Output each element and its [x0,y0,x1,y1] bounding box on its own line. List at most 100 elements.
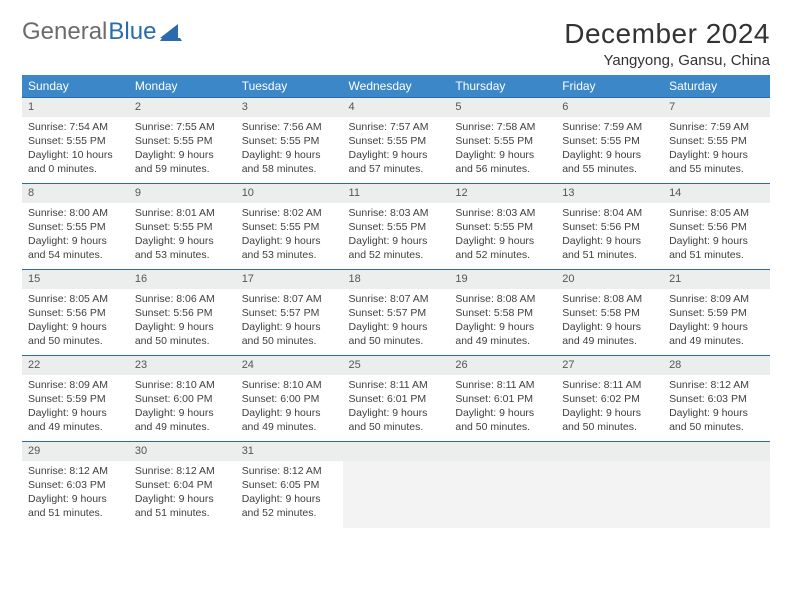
sunrise-text: Sunrise: 8:02 AM [242,206,337,220]
day-number: 28 [663,356,770,375]
daylight-text: Daylight: 9 hours and 49 minutes. [242,406,337,434]
day-cell: 21Sunrise: 8:09 AMSunset: 5:59 PMDayligh… [663,270,770,356]
daylight-text: Daylight: 9 hours and 58 minutes. [242,148,337,176]
day-cell: 11Sunrise: 8:03 AMSunset: 5:55 PMDayligh… [343,184,450,270]
day-number: 12 [449,184,556,203]
day-body: Sunrise: 8:03 AMSunset: 5:55 PMDaylight:… [343,203,450,267]
sunset-text: Sunset: 5:59 PM [28,392,123,406]
sunset-text: Sunset: 6:00 PM [135,392,230,406]
day-cell: 29Sunrise: 8:12 AMSunset: 6:03 PMDayligh… [22,442,129,528]
sunrise-text: Sunrise: 8:12 AM [135,464,230,478]
day-number: 5 [449,98,556,117]
sunrise-text: Sunrise: 8:11 AM [455,378,550,392]
day-cell: 5Sunrise: 7:58 AMSunset: 5:55 PMDaylight… [449,98,556,184]
day-body: Sunrise: 8:05 AMSunset: 5:56 PMDaylight:… [663,203,770,267]
sunrise-text: Sunrise: 8:03 AM [349,206,444,220]
sunset-text: Sunset: 6:03 PM [28,478,123,492]
sunrise-text: Sunrise: 8:12 AM [669,378,764,392]
week-row: 1 Sunrise: 7:54 AM Sunset: 5:55 PM Daylight… [22,98,770,184]
sunrise-text: Sunrise: 8:05 AM [28,292,123,306]
day-cell: 30Sunrise: 8:12 AMSunset: 6:04 PMDayligh… [129,442,236,528]
sunrise-text: Sunrise: 7:54 AM [28,120,123,134]
daylight-text: Daylight: 9 hours and 52 minutes. [349,234,444,262]
sunrise-text: Sunrise: 8:06 AM [135,292,230,306]
day-number: 14 [663,184,770,203]
day-body: Sunrise: 7:58 AMSunset: 5:55 PMDaylight:… [449,117,556,181]
daylight-text: Daylight: 9 hours and 51 minutes. [28,492,123,520]
sunset-text: Sunset: 5:58 PM [562,306,657,320]
day-number: 1 [22,98,129,117]
day-number: 15 [22,270,129,289]
day-cell: 17Sunrise: 8:07 AMSunset: 5:57 PMDayligh… [236,270,343,356]
day-cell: 8Sunrise: 8:00 AMSunset: 5:55 PMDaylight… [22,184,129,270]
day-number: 10 [236,184,343,203]
day-number: 27 [556,356,663,375]
day-number: 2 [129,98,236,117]
day-cell: 3Sunrise: 7:56 AMSunset: 5:55 PMDaylight… [236,98,343,184]
week-row: 22Sunrise: 8:09 AMSunset: 5:59 PMDayligh… [22,356,770,442]
day-cell: 14Sunrise: 8:05 AMSunset: 5:56 PMDayligh… [663,184,770,270]
calendar-table: Sunday Monday Tuesday Wednesday Thursday… [22,75,770,528]
day-cell: 12Sunrise: 8:03 AMSunset: 5:55 PMDayligh… [449,184,556,270]
sunrise-text: Sunrise: 7:56 AM [242,120,337,134]
day-cell [556,442,663,528]
sunset-text: Sunset: 5:55 PM [669,134,764,148]
day-number: 4 [343,98,450,117]
day-body: Sunrise: 8:11 AMSunset: 6:02 PMDaylight:… [556,375,663,439]
calendar-body: 1 Sunrise: 7:54 AM Sunset: 5:55 PM Daylight… [22,98,770,528]
day-cell: 20Sunrise: 8:08 AMSunset: 5:58 PMDayligh… [556,270,663,356]
sunset-text: Sunset: 5:57 PM [349,306,444,320]
daylight-text: Daylight: 9 hours and 54 minutes. [28,234,123,262]
sunset-text: Sunset: 5:55 PM [455,220,550,234]
day-cell: 1Sunrise: 7:54 AMSunset: 5:55 PMDaylight… [22,98,129,184]
day-body: Sunrise: 7:59 AMSunset: 5:55 PMDaylight:… [663,117,770,181]
day-cell: 7Sunrise: 7:59 AMSunset: 5:55 PMDaylight… [663,98,770,184]
day-number: 3 [236,98,343,117]
day-cell: 26Sunrise: 8:11 AMSunset: 6:01 PMDayligh… [449,356,556,442]
week-row: 8Sunrise: 8:00 AMSunset: 5:55 PMDaylight… [22,184,770,270]
day-body: Sunrise: 8:05 AMSunset: 5:56 PMDaylight:… [22,289,129,353]
sunrise-text: Sunrise: 7:57 AM [349,120,444,134]
day-body: Sunrise: 7:59 AMSunset: 5:55 PMDaylight:… [556,117,663,181]
day-number: 29 [22,442,129,461]
sunrise-text: Sunrise: 8:11 AM [562,378,657,392]
day-number: 18 [343,270,450,289]
day-cell: 19Sunrise: 8:08 AMSunset: 5:58 PMDayligh… [449,270,556,356]
day-number: 26 [449,356,556,375]
day-number: 7 [663,98,770,117]
day-body: Sunrise: 8:10 AMSunset: 6:00 PMDaylight:… [129,375,236,439]
daylight-text: Daylight: 9 hours and 49 minutes. [455,320,550,348]
daylight-text: Daylight: 9 hours and 49 minutes. [669,320,764,348]
day-body: Sunrise: 8:09 AMSunset: 5:59 PMDaylight:… [663,289,770,353]
sunrise-text: Sunrise: 7:59 AM [562,120,657,134]
page-title: December 2024 [564,18,770,50]
sunrise-text: Sunrise: 8:03 AM [455,206,550,220]
daylight-text: Daylight: 9 hours and 50 minutes. [135,320,230,348]
daylight-text: Daylight: 9 hours and 55 minutes. [562,148,657,176]
day-cell: 23Sunrise: 8:10 AMSunset: 6:00 PMDayligh… [129,356,236,442]
weekday-header: Tuesday [236,75,343,98]
daylight-text: Daylight: 9 hours and 51 minutes. [669,234,764,262]
sunrise-text: Sunrise: 8:10 AM [242,378,337,392]
day-number: 31 [236,442,343,461]
daylight-text: Daylight: 9 hours and 52 minutes. [242,492,337,520]
logo: GeneralBlue [22,18,182,46]
sunset-text: Sunset: 5:56 PM [28,306,123,320]
sunrise-text: Sunrise: 8:01 AM [135,206,230,220]
sunset-text: Sunset: 5:58 PM [455,306,550,320]
day-body: Sunrise: 8:02 AMSunset: 5:55 PMDaylight:… [236,203,343,267]
day-cell [449,442,556,528]
day-cell [663,442,770,528]
sunset-text: Sunset: 5:55 PM [242,220,337,234]
daylight-text: Daylight: 10 hours and 0 minutes. [28,148,123,176]
daylight-text: Daylight: 9 hours and 49 minutes. [562,320,657,348]
day-number-bar [449,442,556,461]
day-body: Sunrise: 8:08 AMSunset: 5:58 PMDaylight:… [449,289,556,353]
day-number: 8 [22,184,129,203]
daylight-text: Daylight: 9 hours and 57 minutes. [349,148,444,176]
daylight-text: Daylight: 9 hours and 56 minutes. [455,148,550,176]
week-row: 29Sunrise: 8:12 AMSunset: 6:03 PMDayligh… [22,442,770,528]
day-body: Sunrise: 8:09 AMSunset: 5:59 PMDaylight:… [22,375,129,439]
day-number: 30 [129,442,236,461]
weekday-header: Friday [556,75,663,98]
